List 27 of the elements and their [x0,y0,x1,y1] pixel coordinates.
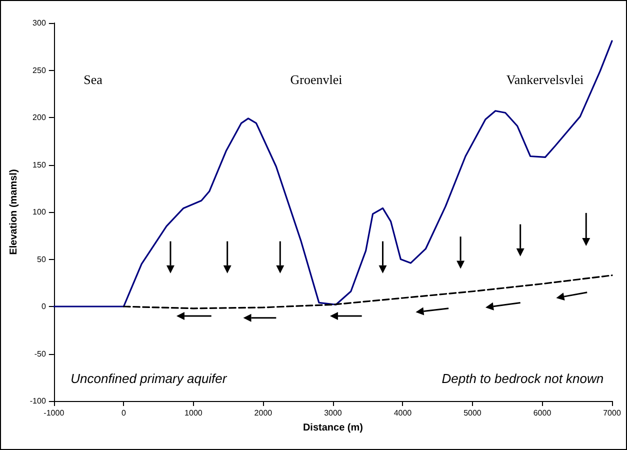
y-tick-label: 100 [32,208,46,216]
annotation: Sea [84,72,103,88]
x-tick-label: 4000 [394,408,412,418]
x-tick-label: -1000 [44,408,65,418]
y-axis-title: Elevation (mamsl) [8,169,20,255]
line-series [122,274,613,310]
x-tick-label: 2000 [254,408,273,418]
x-tick-label: 7000 [603,408,622,418]
y-tick-label: 150 [32,160,46,170]
x-tick-label: 6000 [533,408,552,418]
y-tick-label: -50 [34,349,46,358]
x-tick-label: 3000 [324,408,342,418]
annotation: Depth to bedrock not known [442,370,604,386]
y-tick-label: 50 [37,254,46,264]
annotation: Groenvlei [290,72,343,88]
x-tick-label: 0 [121,408,126,418]
y-tick-label: 200 [32,113,46,122]
x-tick-label: 1000 [184,408,203,418]
line-series [53,40,613,308]
y-tick-label: 250 [32,66,46,75]
y-tick-label: 0 [41,302,46,311]
annotation: Vankervelsvlei [506,72,584,88]
annotation: Unconfined primary aquifer [70,370,228,386]
x-tick-label: 5000 [464,408,482,418]
y-tick-label: 300 [32,18,46,28]
y-tick-label: -100 [30,396,46,406]
x-axis-title: Distance (m) [302,422,363,434]
